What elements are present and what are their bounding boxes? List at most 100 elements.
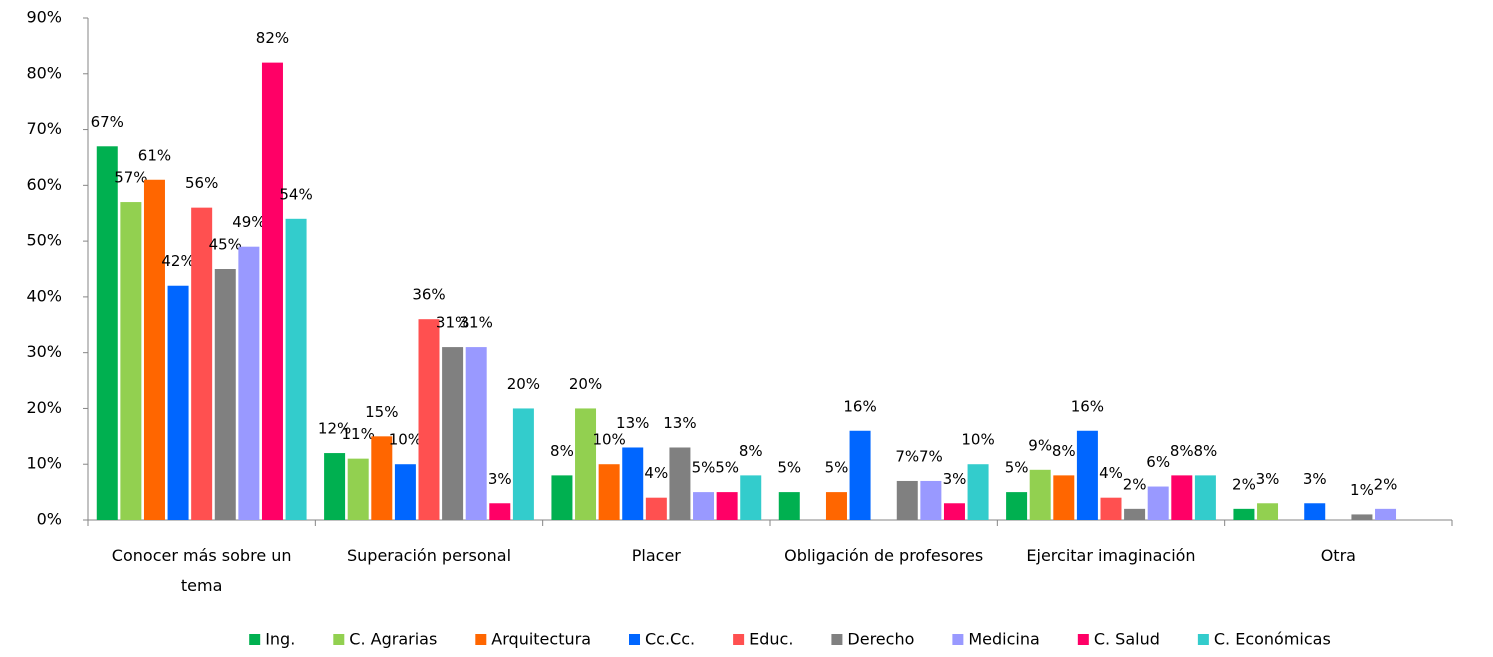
bar xyxy=(920,480,942,520)
bar xyxy=(1076,430,1098,520)
value-label: 7% xyxy=(919,447,943,465)
value-label: 10% xyxy=(389,431,422,449)
value-label: 36% xyxy=(412,286,445,304)
bar xyxy=(1257,503,1279,520)
value-label: 56% xyxy=(185,174,218,192)
bar xyxy=(693,492,715,520)
value-label: 6% xyxy=(1146,453,1170,471)
value-label: 16% xyxy=(843,397,876,415)
legend-swatch xyxy=(952,634,964,645)
x-tick-label: Ejercitar imaginación xyxy=(1026,546,1195,565)
bar xyxy=(943,503,965,520)
bar xyxy=(778,492,800,520)
legend-label: C. Agrarias xyxy=(349,630,437,649)
bar xyxy=(1147,486,1169,520)
legend-label: Arquitectura xyxy=(491,630,591,649)
bar xyxy=(669,447,691,520)
value-label: 3% xyxy=(1303,470,1327,488)
value-label: 54% xyxy=(279,185,312,203)
value-label: 7% xyxy=(895,447,919,465)
value-label: 20% xyxy=(507,375,540,393)
bar xyxy=(1194,475,1216,520)
value-label: 8% xyxy=(550,442,574,460)
value-label: 15% xyxy=(365,403,398,421)
legend-swatch xyxy=(333,634,345,645)
bar xyxy=(825,492,847,520)
value-label: 11% xyxy=(342,425,375,443)
bar xyxy=(598,464,620,520)
legend-swatch xyxy=(1197,634,1209,645)
legend-item: C. Salud xyxy=(1077,630,1160,649)
value-label: 8% xyxy=(739,442,763,460)
bar xyxy=(716,492,738,520)
y-tick-label: 60% xyxy=(26,175,62,194)
value-label: 10% xyxy=(961,431,994,449)
bar xyxy=(394,464,416,520)
value-label: 3% xyxy=(1256,470,1280,488)
bar xyxy=(191,207,213,520)
value-label: 61% xyxy=(138,146,171,164)
legend-item: C. Económicas xyxy=(1197,630,1331,649)
legend-item: Ing. xyxy=(249,630,295,649)
bar xyxy=(120,202,142,521)
bar xyxy=(489,503,511,520)
value-label: 3% xyxy=(488,470,512,488)
value-label: 8% xyxy=(1194,442,1218,460)
y-tick-label: 20% xyxy=(26,398,62,417)
value-label: 31% xyxy=(436,314,469,332)
bar xyxy=(551,475,573,520)
legend-label: Cc.Cc. xyxy=(645,630,695,649)
value-label: 5% xyxy=(692,459,716,477)
legend-item: C. Agrarias xyxy=(333,630,437,649)
bar xyxy=(96,146,118,521)
value-label: 20% xyxy=(569,375,602,393)
value-label: 2% xyxy=(1232,475,1256,493)
y-tick-label: 10% xyxy=(26,454,62,473)
legend-item: Cc.Cc. xyxy=(629,630,695,649)
y-tick-label: 30% xyxy=(26,342,62,361)
bar xyxy=(1351,514,1373,520)
bar xyxy=(622,447,644,520)
x-tick-label: Otra xyxy=(1321,546,1356,565)
bar xyxy=(347,458,369,520)
legend-item: Derecho xyxy=(831,630,914,649)
bar xyxy=(1100,497,1122,520)
x-tick-label: Conocer más sobre un tema xyxy=(112,546,292,595)
value-label: 45% xyxy=(209,236,242,254)
legend-label: C. Salud xyxy=(1094,630,1160,649)
bar xyxy=(1006,492,1028,520)
bar xyxy=(324,453,346,520)
x-tick-label: Obligación de profesores xyxy=(784,546,983,565)
bar xyxy=(967,464,989,520)
value-label: 13% xyxy=(616,414,649,432)
value-label: 82% xyxy=(256,29,289,47)
value-label: 1% xyxy=(1350,481,1374,499)
value-label: 5% xyxy=(1005,459,1029,477)
x-tick-label: Superación personal xyxy=(347,546,511,565)
value-label: 5% xyxy=(715,459,739,477)
legend-swatch xyxy=(831,634,843,645)
value-label: 10% xyxy=(592,431,625,449)
y-tick-label: 0% xyxy=(37,510,62,529)
value-label: 57% xyxy=(114,169,147,187)
bar xyxy=(143,179,165,520)
y-tick-label: 50% xyxy=(26,231,62,250)
bar xyxy=(740,475,762,520)
bar xyxy=(1171,475,1193,520)
y-tick-label: 70% xyxy=(26,119,62,138)
bar xyxy=(1029,469,1051,520)
x-tick-label: Placer xyxy=(632,546,682,565)
value-label: 67% xyxy=(91,113,124,131)
bar xyxy=(214,269,236,520)
value-label: 2% xyxy=(1374,475,1398,493)
legend-label: Ing. xyxy=(265,630,295,649)
legend-swatch xyxy=(733,634,745,645)
legend-label: Derecho xyxy=(847,630,914,649)
bar xyxy=(238,246,260,520)
y-tick-label: 90% xyxy=(26,8,62,27)
value-label: 8% xyxy=(1052,442,1076,460)
legend-swatch xyxy=(629,634,641,645)
bar xyxy=(167,285,189,520)
legend-item: Arquitectura xyxy=(475,630,591,649)
